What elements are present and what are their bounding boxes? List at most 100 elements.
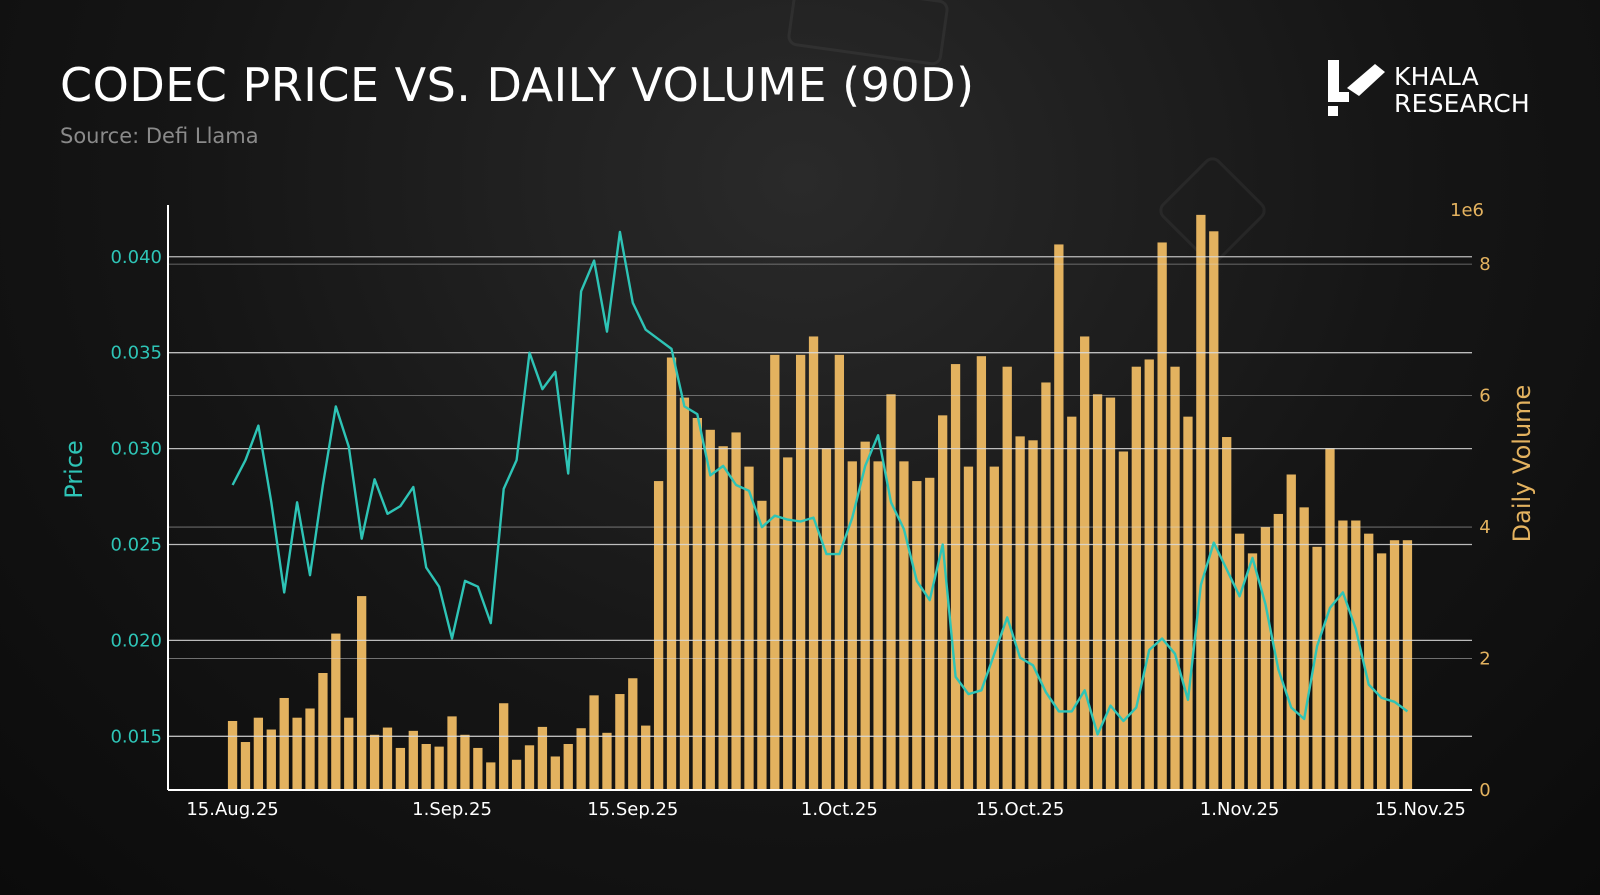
volume-bar (382, 727, 393, 790)
volume-bar (1286, 474, 1296, 790)
date-tick-label: 1.Oct.25 (801, 799, 878, 820)
volume-bar (1015, 436, 1025, 790)
volume-bar (1002, 366, 1012, 790)
volume-bar (963, 466, 974, 790)
volume-bar (253, 717, 264, 790)
gridlines (168, 256, 1472, 737)
volume-bar (886, 394, 896, 790)
volume-bar (925, 477, 935, 790)
volume-bar (344, 717, 354, 790)
volume-bar (757, 500, 767, 790)
volume-bar (1222, 437, 1232, 790)
volume-bar (357, 596, 367, 790)
volume-bar (1376, 553, 1387, 790)
volume-bar (1183, 416, 1193, 790)
volume-bar (1312, 546, 1322, 790)
volume-bar (305, 708, 315, 790)
volume-bar (331, 633, 341, 790)
volume-bar (473, 747, 483, 790)
volume-bar (628, 678, 638, 790)
volume-bar (1402, 540, 1413, 790)
chart-source: Source: Defi Llama (60, 124, 259, 148)
volume-bar (860, 441, 870, 790)
price-tick-label: 0.040 (110, 247, 162, 268)
price-axis-label: Price (60, 440, 88, 499)
volume-bar (1092, 394, 1103, 790)
brand-name: KHALA RESEARCH (1394, 63, 1530, 117)
volume-bar (589, 695, 599, 790)
volume-bar (318, 673, 328, 790)
volume-bar (912, 481, 922, 790)
axes (167, 205, 1472, 791)
date-tick-label: 1.Sep.25 (412, 799, 492, 820)
volume-tick-label: 8 (1479, 254, 1490, 275)
price-tick-label: 0.015 (110, 726, 162, 747)
volume-bar (1325, 448, 1335, 790)
volume-bar (434, 746, 444, 790)
volume-axis-label: Daily Volume (1508, 385, 1536, 543)
volume-bar (1196, 214, 1206, 790)
volume-bar (1299, 507, 1309, 790)
date-tick-label: 15.Sep.25 (587, 799, 678, 820)
volume-bar (537, 726, 548, 790)
volume-bar (938, 415, 948, 790)
date-tick-label: 1.Nov.25 (1200, 799, 1280, 820)
volume-bar (550, 756, 560, 790)
volume-bar (576, 728, 586, 790)
price-tick-label: 0.025 (110, 534, 162, 555)
volume-axis-ticks: 0 2 4 6 8 (1479, 254, 1490, 801)
brand-line-1: KHALA (1394, 62, 1479, 91)
volume-bar (873, 461, 883, 790)
volume-bar (795, 354, 806, 790)
volume-bar (524, 745, 535, 790)
price-tick-label: 0.035 (110, 343, 162, 364)
volume-bar (847, 461, 857, 790)
volume-bar (821, 448, 832, 790)
volume-bar (641, 725, 651, 790)
chart-title: CODEC PRICE VS. DAILY VOLUME (90D) (60, 58, 975, 112)
volume-bar (279, 697, 289, 790)
volume-bar (1131, 366, 1141, 790)
volume-bar (421, 743, 431, 790)
volume-bar (395, 747, 406, 790)
khala-logo-icon (1328, 60, 1385, 116)
volume-bar (705, 429, 715, 790)
volume-bar (369, 734, 380, 790)
volume-bar (692, 417, 702, 790)
volume-bar (1067, 416, 1077, 790)
volume-bars (227, 214, 1413, 791)
volume-bar (666, 357, 677, 790)
volume-bar (950, 364, 961, 790)
volume-axis-multiplier: 1e6 (1450, 200, 1484, 221)
volume-bar (1054, 244, 1064, 790)
price-tick-label: 0.020 (110, 630, 162, 651)
volume-bar (899, 461, 909, 790)
volume-tick-label: 6 (1479, 386, 1490, 407)
volume-bar (783, 457, 793, 790)
date-tick-label: 15.Aug.25 (186, 799, 278, 820)
price-axis-ticks: 0.015 0.020 0.025 0.030 0.035 0.040 (110, 247, 162, 748)
volume-bar (1118, 451, 1129, 790)
volume-tick-label: 0 (1479, 780, 1490, 801)
volume-bar (1080, 336, 1090, 790)
volume-bar (679, 397, 690, 790)
volume-bar (1351, 520, 1361, 790)
volume-bar (976, 356, 987, 790)
volume-bar (1144, 359, 1154, 790)
volume-tick-label: 4 (1479, 517, 1490, 538)
volume-bar (408, 730, 418, 790)
volume-bar (653, 481, 664, 790)
volume-bar (770, 354, 780, 790)
volume-bar (834, 354, 845, 790)
price-tick-label: 0.030 (110, 439, 162, 460)
volume-bar (1247, 553, 1258, 790)
brand-line-2: RESEARCH (1394, 89, 1530, 118)
volume-bar (266, 729, 276, 790)
volume-bar (240, 742, 251, 790)
volume-bar (563, 743, 573, 790)
volume-bar (744, 466, 754, 790)
date-axis-ticks: 15.Aug.25 1.Sep.25 15.Sep.25 1.Oct.25 15.Oct… (186, 799, 1465, 820)
date-tick-label: 15.Oct.25 (976, 799, 1064, 820)
volume-bar (511, 759, 522, 790)
volume-bar (1157, 242, 1167, 790)
